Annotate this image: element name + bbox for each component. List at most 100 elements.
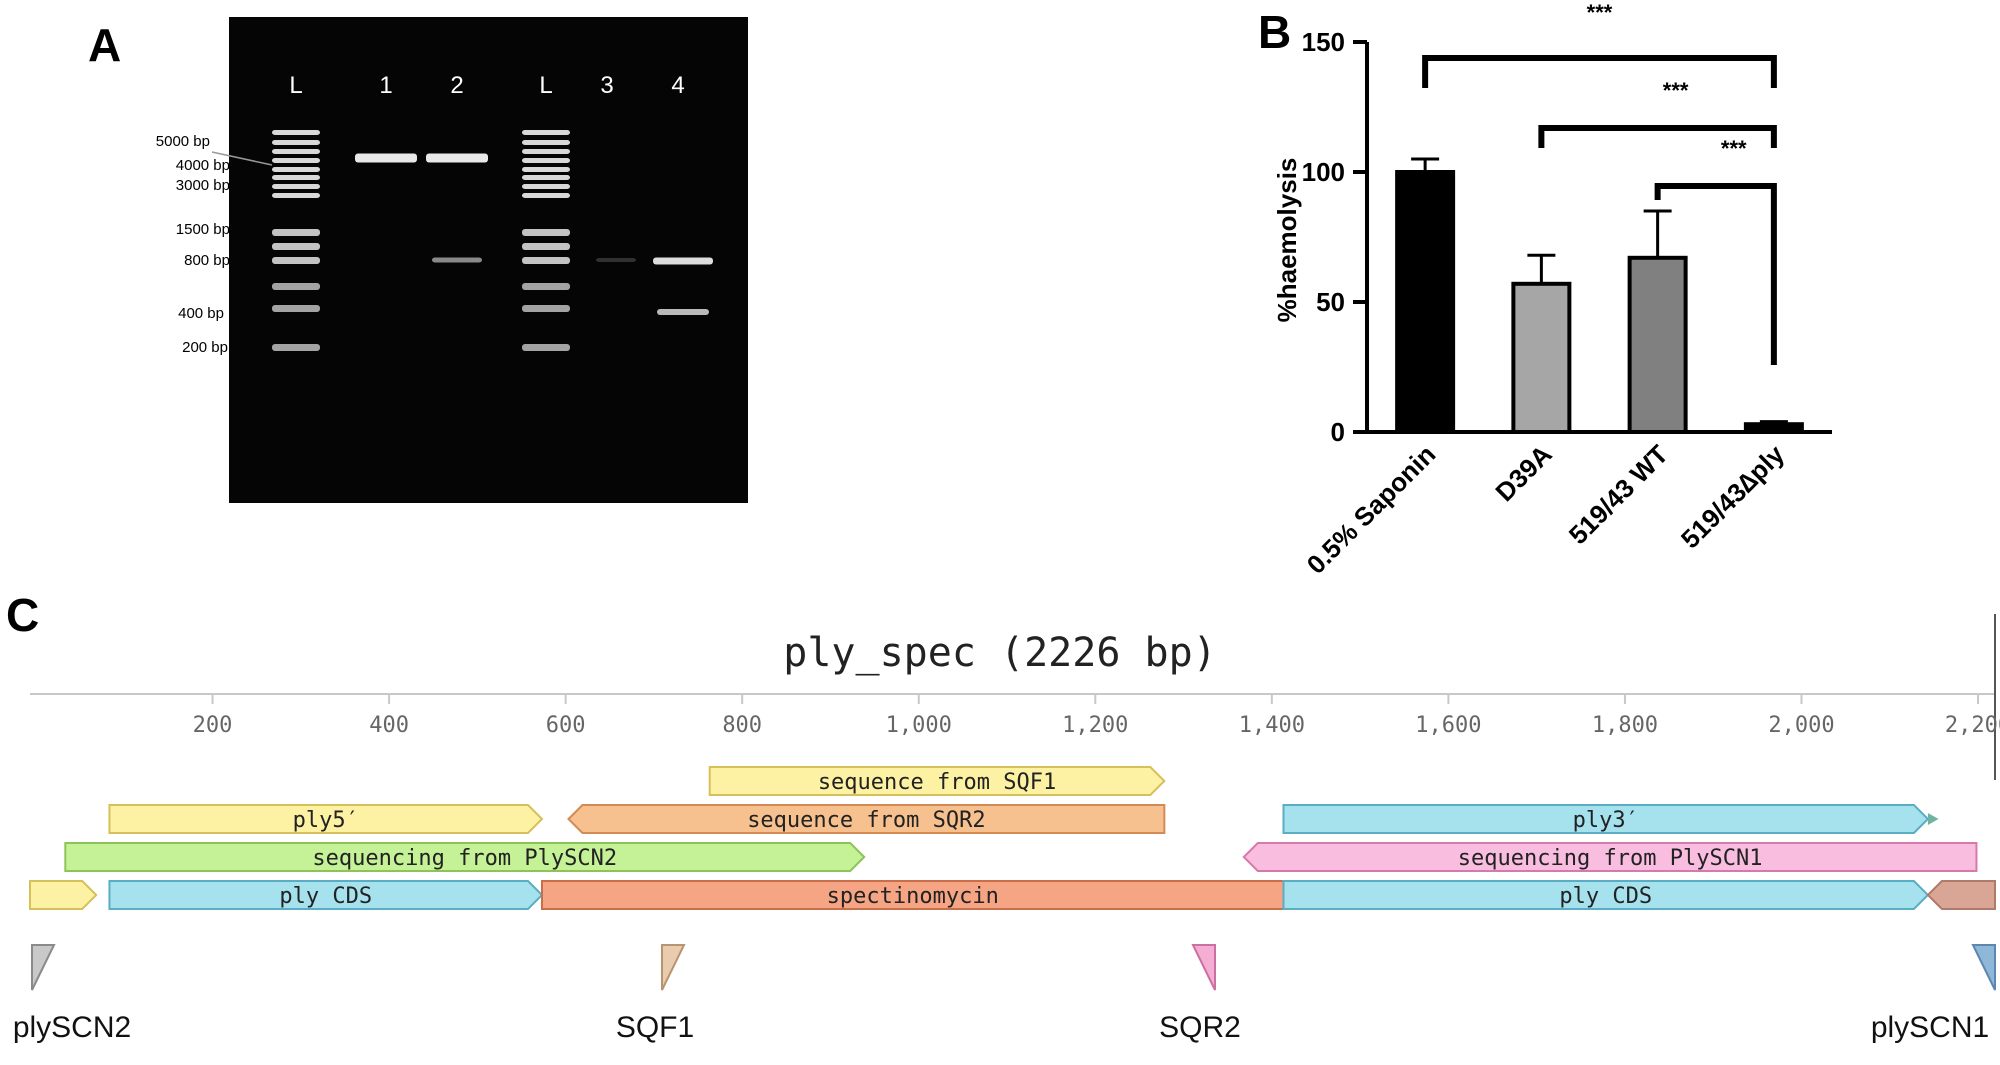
ruler: 200 400 600 800 1,000 1,200 1,400 1,600 1,800 2,0…: [193, 694, 2000, 738]
significance-label: ***: [1663, 78, 1689, 103]
ruler-tick-label: 1,400: [1239, 713, 1305, 738]
primer-marker: [1971, 944, 1996, 991]
ruler-tick-label: 1,000: [886, 713, 952, 738]
x-axis-labels: 0.5% Saponin D39A 519/43 WT 519/43∆ply: [1301, 439, 1791, 580]
feature-arrow-tip: [1927, 813, 1939, 825]
sequence-map: ply_spec (2226 bp) 200 400 600 800 1,000 1,20…: [13, 614, 2000, 1044]
ruler-tick-label: 200: [193, 713, 233, 738]
lane-label-4: 4: [671, 72, 684, 99]
feature-arrow: [1242, 842, 1978, 872]
ruler-tick-label: 1,800: [1592, 713, 1658, 738]
ladder-band: [272, 167, 320, 172]
ladder-band: [522, 140, 570, 145]
bar: [1511, 281, 1572, 434]
sample-band: [355, 153, 417, 163]
feature-label: ply5′: [293, 808, 359, 833]
ladder-band: [522, 149, 570, 154]
ladder-band: [522, 283, 570, 290]
lane-label-ladder-2: L: [539, 72, 552, 99]
ladder-label-400: 400 bp: [178, 305, 224, 322]
ladder-band: [522, 243, 570, 250]
ladder-band: [522, 184, 570, 189]
chart-bars: [1395, 157, 1804, 435]
significance-label: ***: [1721, 136, 1747, 161]
feature-arrow: [708, 766, 1166, 796]
primer-label: plySCN1: [1871, 1011, 1989, 1044]
gel-figure: L 1 2 L 3 4 5000 bp 4000 bp 3000 bp 1500…: [156, 17, 748, 503]
ladder-band: [272, 283, 320, 290]
primer-marker: [31, 944, 56, 991]
ruler-tick-label: 2,200: [1945, 713, 2000, 738]
feature-label: sequencing from PlySCN1: [1458, 846, 1763, 871]
y-tick-label: 0: [1331, 417, 1345, 447]
sample-band: [432, 257, 482, 263]
ladder-pointer-line: [211, 151, 273, 166]
feature-arrow: [1282, 880, 1930, 910]
lane-label-2: 2: [450, 72, 463, 99]
panel-label-c: C: [6, 589, 40, 641]
gel-bands: [272, 130, 713, 351]
ruler-tick-label: 400: [369, 713, 409, 738]
feature-arrow: [108, 880, 544, 910]
feature-arrow: [64, 842, 866, 872]
ladder-label-800: 800 bp: [184, 252, 230, 269]
map-title: ply_spec (2226 bp): [783, 630, 1216, 676]
haemolysis-chart: %haemolysis 0 50 100 150 *** *** *** 0.5% Sap…: [1272, 0, 1832, 580]
ladder-band: [272, 130, 320, 135]
ladder-label-4000: 4000 bp: [176, 157, 230, 174]
ladder-band: [522, 175, 570, 180]
bar: [1395, 170, 1456, 434]
feature-arrow: [108, 804, 544, 834]
primer-label: plySCN2: [13, 1011, 131, 1044]
ladder-band: [272, 140, 320, 145]
ladder-band: [522, 167, 570, 172]
ladder-label-1500: 1500 bp: [176, 221, 230, 238]
ruler-tick-label: 800: [722, 713, 762, 738]
significance-bracket: [1422, 55, 1777, 88]
feature-arrow-partial: [1926, 880, 1996, 910]
ladder-band: [522, 344, 570, 351]
x-tick-label: 519/43∆ply: [1675, 439, 1791, 555]
panel-label-a: A: [88, 19, 122, 71]
ruler-tick-label: 1,200: [1062, 713, 1128, 738]
ladder-band: [272, 229, 320, 236]
ladder-band: [522, 158, 570, 163]
feature-tracks: sequence from SQF1 ply5′ sequence from SQR…: [29, 766, 1996, 910]
feature-label: sequencing from PlySCN2: [312, 846, 617, 871]
sample-band: [653, 257, 713, 265]
feature-label: ply CDS: [1559, 884, 1652, 909]
feature-label: ply CDS: [279, 884, 372, 909]
feature-label: ply3′: [1573, 808, 1639, 833]
feature-arrow: [1282, 804, 1930, 834]
primer-marker: [1191, 944, 1216, 991]
feature-arrow-partial: [29, 880, 98, 910]
significance-label: ***: [1587, 0, 1613, 25]
ladder-band: [272, 184, 320, 189]
sample-band: [426, 153, 488, 163]
ladder-band: [272, 175, 320, 180]
y-tick-label: 150: [1302, 27, 1345, 57]
ladder-band: [272, 305, 320, 312]
y-axis-label: %haemolysis: [1272, 158, 1302, 323]
ladder-label-200: 200 bp: [182, 339, 228, 356]
ladder-band: [272, 149, 320, 154]
feature-label: sequence from SQR2: [747, 808, 985, 833]
lane-label-3: 3: [600, 72, 613, 99]
significance-brackets: *** *** ***: [1422, 0, 1777, 365]
ladder-band: [272, 257, 320, 264]
lane-label-1: 1: [379, 72, 392, 99]
sample-band: [596, 258, 636, 262]
bar: [1743, 422, 1804, 435]
feature-arrow: [567, 804, 1166, 834]
x-tick-label: D39A: [1489, 439, 1557, 507]
y-tick-label: 50: [1316, 287, 1345, 317]
ladder-band: [522, 229, 570, 236]
ruler-tick-label: 1,600: [1415, 713, 1481, 738]
significance-bracket: [1538, 125, 1777, 148]
feature-label: sequence from SQF1: [818, 770, 1056, 795]
bar: [1627, 255, 1688, 434]
ladder-band: [522, 130, 570, 135]
x-tick-label: 519/43 WT: [1563, 439, 1674, 550]
primer-label: SQR2: [1159, 1011, 1241, 1044]
ladder-label-5000: 5000 bp: [156, 133, 210, 150]
